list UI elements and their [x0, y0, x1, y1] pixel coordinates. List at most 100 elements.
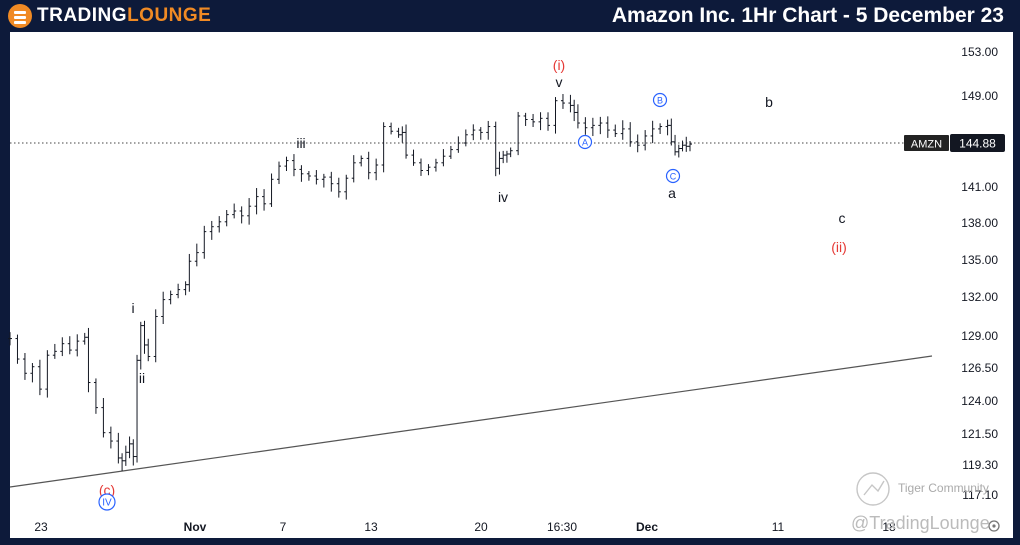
price-bar: [142, 320, 147, 354]
price-bar: [45, 350, 50, 398]
price-bar: [168, 290, 173, 305]
wave-label: C: [665, 168, 681, 184]
logo-text-trading: TRADING: [37, 5, 128, 26]
price-bar: [411, 149, 416, 166]
price-bar: [669, 118, 674, 146]
price-bar: [284, 156, 289, 172]
y-tick-label: 141.00: [961, 180, 998, 194]
price-bar: [572, 99, 577, 122]
x-tick-label: 13: [364, 520, 378, 534]
settings-gear-icon[interactable]: [988, 520, 1000, 532]
wave-label-text: B: [657, 96, 663, 106]
price-bar: [643, 130, 648, 151]
wave-label: iii: [296, 135, 305, 151]
price-bar: [471, 124, 476, 141]
price-bar: [396, 127, 401, 138]
price-bar: [202, 225, 207, 259]
wave-label: (i): [553, 57, 565, 73]
price-bar: [531, 113, 536, 128]
watermark-brand: @TradingLounge: [851, 513, 990, 533]
price-bar: [82, 332, 87, 345]
price-bar: [665, 119, 670, 136]
wave-label-text: (ii): [831, 239, 847, 255]
price-bar: [523, 112, 528, 126]
wave-label-circle: [652, 92, 668, 108]
price-bar: [366, 151, 371, 180]
wave-label-circle: [665, 168, 681, 184]
x-tick-label: 11: [772, 520, 785, 534]
plot-background: [10, 32, 1013, 538]
last-price-tag-value: 144.88: [959, 137, 996, 151]
price-bar: [400, 126, 405, 143]
price-bar: [448, 145, 453, 159]
price-bar: [306, 171, 311, 181]
y-tick-label: 135.00: [961, 253, 998, 267]
price-bar: [441, 149, 446, 167]
price-bar: [239, 206, 244, 224]
wave-label: B: [652, 92, 668, 108]
wave-label-text: v: [556, 74, 563, 90]
price-bar: [116, 432, 121, 464]
price-bar: [75, 334, 80, 357]
price-bar: [224, 210, 229, 227]
amzn-tag-label: AMZN: [911, 139, 942, 151]
price-bar: [183, 281, 188, 296]
price-bar: [680, 140, 685, 152]
chart-title: Amazon Inc. 1Hr Chart - 5 December 23: [611, 4, 1004, 27]
wave-label: b: [765, 94, 773, 110]
brand-logo[interactable]: TRADING LOUNGE: [8, 3, 211, 29]
y-tick-label: 121.50: [961, 427, 998, 441]
price-bar: [299, 165, 304, 182]
price-bar: [628, 122, 633, 147]
wave-label: (c): [99, 482, 115, 498]
price-bar: [381, 122, 386, 173]
price-bar: [101, 397, 106, 438]
price-bar: [433, 158, 438, 172]
price-bar: [538, 112, 543, 131]
price-bar: [86, 327, 91, 393]
x-tick-label: Dec: [636, 520, 658, 534]
wave-label-text: (c): [99, 482, 115, 498]
price-bar: [504, 150, 509, 163]
price-bar: [650, 120, 655, 144]
price-bar: [676, 144, 681, 158]
x-tick-label: 16:30: [547, 520, 577, 534]
wave-label-text: A: [582, 138, 588, 148]
price-bar: [247, 198, 252, 225]
wave-label: a: [668, 185, 676, 201]
price-bar: [486, 120, 491, 140]
watermark-logo-icon: [856, 472, 890, 506]
y-tick-label: 153.00: [961, 45, 998, 59]
wave-label-text: iii: [296, 135, 305, 151]
price-bar: [456, 136, 461, 153]
wave-label-text: a: [668, 185, 676, 201]
price-bar: [389, 122, 394, 135]
price-bar: [329, 171, 334, 192]
price-bar: [120, 453, 125, 472]
price-bar: [127, 436, 132, 459]
y-tick-label: 119.30: [962, 458, 998, 472]
price-bar: [187, 253, 192, 292]
price-bar: [37, 359, 42, 396]
price-bar: [138, 321, 143, 370]
price-bar: [131, 439, 136, 466]
price-bar: [493, 121, 498, 177]
wave-label-text: b: [765, 94, 773, 110]
price-bar: [254, 188, 259, 215]
price-bar: [359, 155, 364, 167]
price-bars: [8, 94, 692, 472]
x-tick-label: 7: [280, 520, 287, 534]
wave-label-text: c: [839, 210, 846, 226]
price-bar: [501, 150, 506, 164]
price-bar: [508, 147, 513, 158]
price-bar: [575, 104, 580, 129]
wave-label-circle: [577, 134, 593, 150]
price-bar: [8, 332, 12, 346]
price-bar: [418, 158, 423, 176]
price-bar: [620, 120, 625, 140]
price-bar: [217, 216, 222, 233]
price-bar: [232, 203, 237, 219]
price-bar: [351, 155, 356, 183]
price-bar: [404, 124, 409, 159]
